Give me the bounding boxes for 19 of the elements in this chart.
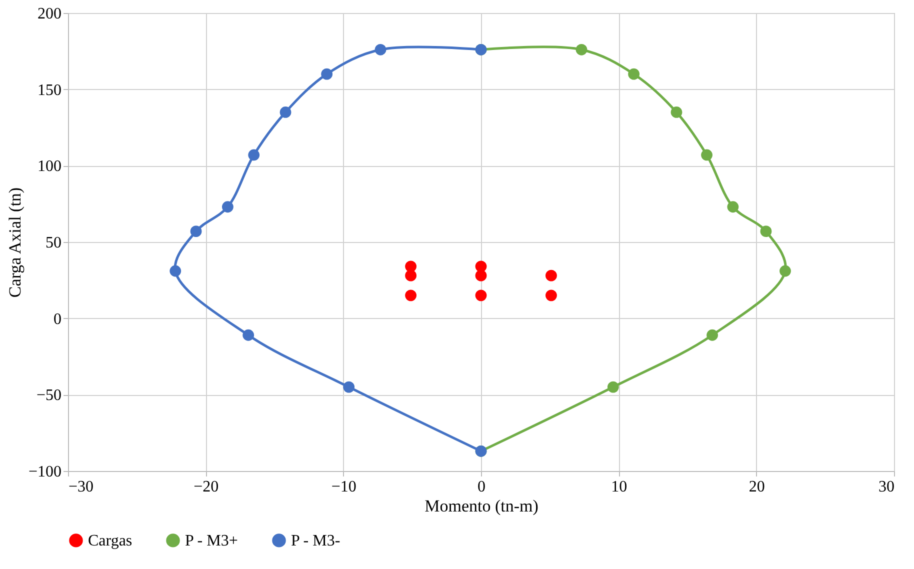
- y-tick-label: 50: [46, 234, 62, 252]
- y-tick-label: −100: [28, 464, 62, 480]
- x-tick-label: 30: [878, 478, 894, 496]
- x-axis-title: Momento (tn-m): [424, 496, 538, 516]
- x-tick-label: −20: [194, 478, 219, 496]
- x-tick-label: −30: [68, 478, 94, 496]
- y-tick-label: 100: [38, 158, 62, 176]
- legend-label: Cargas: [88, 532, 132, 550]
- legend-label: P - M3+: [185, 532, 238, 550]
- y-tick-label: 150: [38, 82, 62, 99]
- y-tick-label: −50: [36, 387, 62, 404]
- x-tick-label: −10: [331, 478, 356, 496]
- y-tick-label: 200: [38, 6, 62, 22]
- x-tick-label: 10: [611, 478, 628, 496]
- x-tick-label: 0: [478, 478, 486, 496]
- y-axis-title: Carga Axial (tn): [5, 187, 24, 298]
- y-tick-label: 0: [54, 310, 62, 328]
- x-tick-label: 20: [748, 478, 765, 496]
- legend-label: P - M3-: [291, 532, 340, 550]
